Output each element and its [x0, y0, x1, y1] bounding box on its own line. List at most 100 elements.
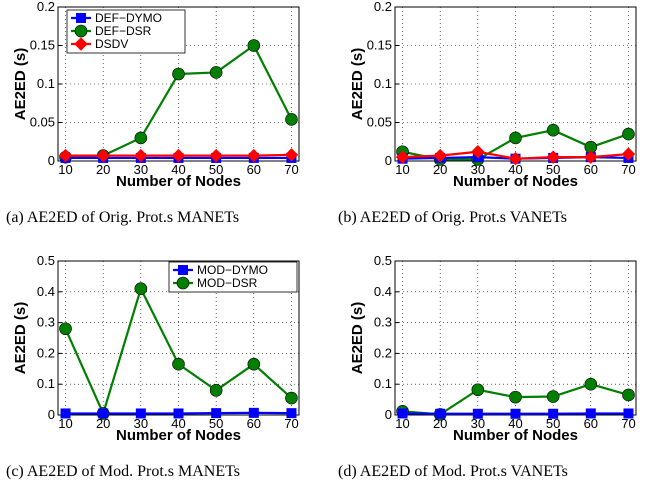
data-point: [98, 408, 109, 419]
data-point: [622, 127, 635, 141]
data-point: [471, 383, 485, 397]
y-tick-label: 0.3: [374, 315, 392, 330]
y-tick-label: 0.2: [374, 345, 392, 360]
y-tick-label: 0.15: [367, 38, 392, 53]
x-tick-label: 60: [584, 162, 598, 177]
data-point: [247, 148, 261, 163]
data-point: [621, 147, 636, 161]
data-point: [247, 39, 261, 52]
y-tick-label: 0: [48, 153, 55, 168]
x-tick-label: 40: [508, 162, 522, 177]
data-point: [172, 357, 185, 371]
x-tick-label: 70: [621, 416, 635, 431]
x-tick-label: 50: [546, 416, 560, 431]
x-tick-label: 70: [284, 416, 298, 431]
y-tick-label: 0.2: [37, 0, 55, 14]
data-point: [435, 408, 446, 419]
data-point: [623, 408, 634, 419]
y-tick-label: 0.1: [374, 76, 392, 91]
data-point: [248, 407, 259, 418]
y-tick-label: 0.1: [374, 376, 392, 391]
legend-label: DEF−DSR: [95, 24, 152, 38]
y-tick-label: 0.1: [37, 376, 55, 391]
data-point: [134, 282, 148, 296]
x-tick-label: 70: [621, 162, 635, 177]
y-axis-label: AE2ED (s): [349, 48, 366, 121]
data-point: [247, 357, 261, 371]
x-tick-label: 70: [284, 162, 298, 177]
legend-marker: [76, 13, 86, 23]
legend-label: MOD−DSR: [197, 276, 258, 290]
chart-panel-a: 10 20 30 40 50 60 70 0 0.05 0.1 0.15 0.2 Number of N…: [12, 0, 300, 190]
x-axis-label: Number of Nodes: [453, 173, 578, 190]
caption-b: (b) AE2ED of Orig. Prot.s VANETs: [338, 209, 567, 226]
data-point: [472, 408, 483, 419]
x-tick-label: 60: [584, 416, 598, 431]
y-axis-label: AE2ED (s): [12, 302, 29, 375]
y-axis-label: AE2ED (s): [12, 48, 29, 121]
x-tick-label: 40: [508, 416, 522, 431]
y-tick-label: 0.05: [367, 115, 392, 130]
series-line-1: [65, 43, 293, 159]
legend-label: DEF−DYMO: [95, 11, 162, 25]
chart-panel-c: 10 20 30 40 50 60 70 0 0.1 0.2 0.3 0.4 0.5 Number of …: [12, 253, 300, 444]
y-tick-label: 0.4: [37, 284, 55, 299]
data-point: [395, 150, 410, 164]
data-point: [284, 148, 299, 162]
x-tick-label: 40: [171, 416, 185, 431]
x-tick-label: 10: [395, 416, 409, 431]
y-tick-label: 0.2: [37, 345, 55, 360]
data-point: [585, 408, 596, 419]
data-point: [209, 148, 223, 163]
data-point: [510, 408, 521, 419]
data-point: [96, 148, 110, 163]
data-point: [471, 145, 485, 159]
data-point: [171, 148, 186, 163]
caption-d: (d) AE2ED of Mod. Prot.s VANETs: [338, 463, 568, 480]
x-tick-label: 20: [433, 162, 447, 177]
x-tick-label: 40: [171, 162, 185, 177]
data-point: [433, 148, 447, 163]
data-point: [509, 131, 522, 145]
y-tick-label: 0.1: [37, 76, 55, 91]
y-tick-label: 0: [385, 153, 392, 168]
data-point: [622, 388, 635, 402]
caption-a: (a) AE2ED of Orig. Prot.s MANETs: [6, 209, 240, 226]
x-tick-label: 30: [471, 416, 485, 431]
data-point: [584, 377, 598, 391]
legend-marker: [74, 37, 88, 51]
x-axis-label: Number of Nodes: [116, 173, 241, 190]
x-tick-label: 10: [395, 162, 409, 177]
x-tick-label: 60: [247, 162, 261, 177]
x-tick-label: 10: [58, 162, 72, 177]
y-tick-label: 0: [48, 407, 55, 422]
chart-panel-b: 10 20 30 40 50 60 70 0 0.05 0.1 0.15 0.2 Number of N…: [349, 0, 637, 190]
x-tick-label: 50: [546, 162, 560, 177]
legend-label: MOD−DYMO: [197, 263, 268, 277]
data-point: [209, 384, 223, 397]
y-tick-label: 0.2: [374, 0, 392, 14]
data-point: [584, 150, 598, 164]
y-tick-label: 0.05: [30, 115, 55, 130]
x-tick-label: 20: [96, 416, 110, 431]
data-point: [546, 150, 560, 164]
x-tick-label: 20: [433, 416, 447, 431]
legend-label: DSDV: [95, 37, 128, 51]
x-tick-label: 20: [96, 162, 110, 177]
y-tick-label: 0.3: [37, 315, 55, 330]
data-point: [172, 67, 185, 81]
y-tick-label: 0.4: [374, 284, 392, 299]
y-axis-label: AE2ED (s): [349, 302, 366, 375]
x-tick-label: 30: [471, 162, 485, 177]
y-tick-label: 0.5: [374, 253, 392, 268]
legend-marker: [74, 24, 88, 38]
data-point: [546, 123, 560, 137]
data-point: [60, 408, 71, 419]
x-tick-label: 50: [209, 416, 223, 431]
data-point: [509, 390, 522, 404]
data-point: [285, 113, 298, 126]
data-point: [173, 408, 184, 419]
data-point: [286, 408, 297, 419]
data-point: [135, 408, 146, 419]
